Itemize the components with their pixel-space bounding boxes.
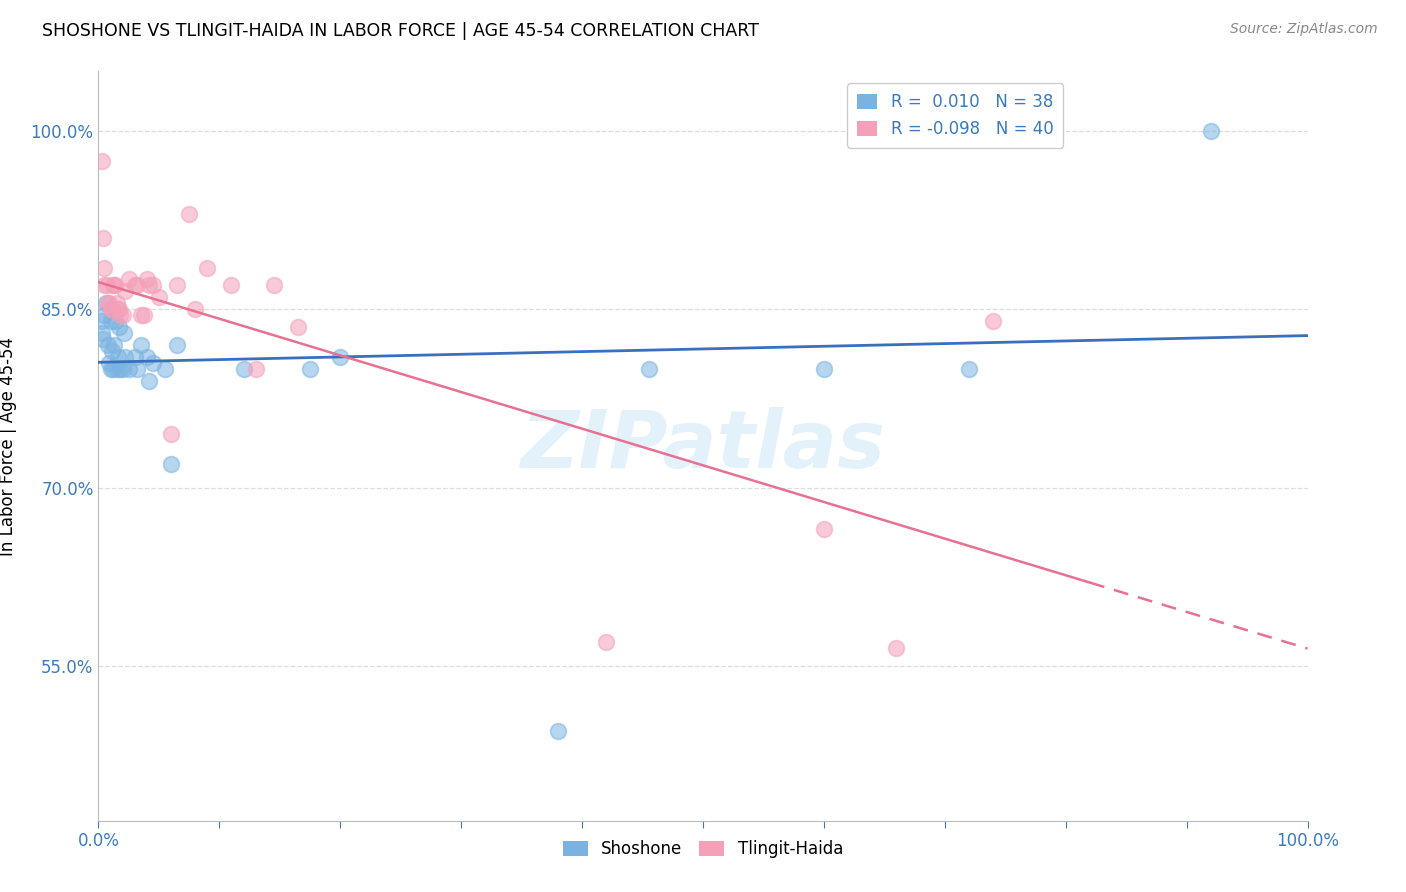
Point <box>637 361 659 376</box>
Point <box>886 641 908 656</box>
Point <box>135 272 157 286</box>
Text: Source: ZipAtlas.com: Source: ZipAtlas.com <box>1230 22 1378 37</box>
Point <box>112 326 135 340</box>
Point <box>142 278 165 293</box>
Point <box>91 153 114 168</box>
Point <box>100 361 122 376</box>
Point <box>160 427 183 442</box>
Point <box>329 350 352 364</box>
Point <box>93 278 115 293</box>
Point <box>160 457 183 471</box>
Point <box>957 361 980 376</box>
Point <box>118 361 141 376</box>
Point <box>127 278 149 293</box>
Point <box>108 320 131 334</box>
Point <box>91 326 114 340</box>
Point <box>93 308 115 322</box>
Point <box>127 361 149 376</box>
Y-axis label: In Labor Force | Age 45-54: In Labor Force | Age 45-54 <box>0 336 17 556</box>
Point <box>97 338 120 352</box>
Text: SHOSHONE VS TLINGIT-HAIDA IN LABOR FORCE | AGE 45-54 CORRELATION CHART: SHOSHONE VS TLINGIT-HAIDA IN LABOR FORCE… <box>42 22 759 40</box>
Point <box>97 296 120 310</box>
Point <box>148 290 170 304</box>
Point <box>111 361 134 376</box>
Point <box>107 302 129 317</box>
Point <box>981 314 1004 328</box>
Point <box>195 260 218 275</box>
Point <box>96 278 118 293</box>
Point <box>114 285 136 299</box>
Point <box>184 302 207 317</box>
Point <box>104 314 127 328</box>
Point <box>98 356 121 370</box>
Point <box>595 635 617 649</box>
Point <box>124 278 146 293</box>
Point <box>101 361 124 376</box>
Point <box>232 361 254 376</box>
Point <box>153 361 176 376</box>
Point <box>100 314 122 328</box>
Point <box>108 361 131 376</box>
Point <box>91 314 114 328</box>
Point <box>129 338 152 352</box>
Point <box>108 302 131 317</box>
Point <box>166 278 188 293</box>
Point <box>134 308 156 322</box>
Point <box>103 278 125 293</box>
Point <box>94 296 117 310</box>
Point <box>1199 124 1222 138</box>
Point <box>179 207 201 221</box>
Point <box>107 350 129 364</box>
Point <box>103 338 125 352</box>
Point <box>245 361 267 376</box>
Point <box>299 361 322 376</box>
Point <box>111 308 134 322</box>
Point <box>108 308 131 322</box>
Point <box>93 260 115 275</box>
Point <box>100 302 122 317</box>
Point <box>135 350 157 364</box>
Point <box>263 278 285 293</box>
Point <box>813 522 835 536</box>
Point <box>91 332 114 346</box>
Point <box>104 278 127 293</box>
Point <box>98 296 121 310</box>
Point <box>124 350 146 364</box>
Legend: Shoshone, Tlingit-Haida: Shoshone, Tlingit-Haida <box>557 833 849 864</box>
Point <box>287 320 309 334</box>
Point <box>166 338 188 352</box>
Point <box>129 308 152 322</box>
Point <box>100 302 122 317</box>
Point <box>221 278 243 293</box>
Point <box>138 278 160 293</box>
Point <box>813 361 835 376</box>
Point <box>101 278 124 293</box>
Point <box>142 356 165 370</box>
Point <box>118 272 141 286</box>
Text: ZIPatlas: ZIPatlas <box>520 407 886 485</box>
Point <box>91 231 114 245</box>
Point <box>114 350 136 364</box>
Point <box>105 361 128 376</box>
Point <box>100 343 122 358</box>
Point <box>547 724 569 739</box>
Point <box>138 374 160 388</box>
Point <box>105 296 128 310</box>
